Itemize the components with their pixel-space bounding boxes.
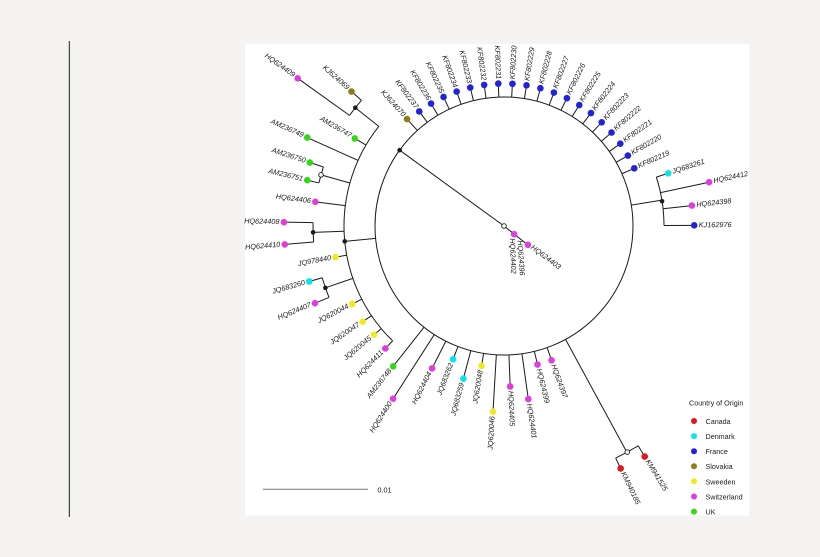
svg-text:KJ162976: KJ162976 <box>699 220 733 229</box>
svg-text:HQ624408: HQ624408 <box>244 216 280 226</box>
svg-text:HQ624405: HQ624405 <box>506 391 516 428</box>
svg-text:Denmark: Denmark <box>706 432 736 441</box>
svg-text:France: France <box>706 447 728 456</box>
svg-text:0.01: 0.01 <box>378 485 392 494</box>
svg-text:Switzerland: Switzerland <box>706 492 743 501</box>
svg-text:Sweeden: Sweeden <box>706 477 736 486</box>
svg-text:HQ624398: HQ624398 <box>696 196 733 209</box>
svg-text:HQ624402: HQ624402 <box>508 238 518 274</box>
svg-text:JQ620046: JQ620046 <box>486 415 497 451</box>
svg-text:Country of Origin: Country of Origin <box>689 399 743 408</box>
svg-text:Slovakia: Slovakia <box>706 462 733 471</box>
svg-text:HQ624396: HQ624396 <box>516 240 528 277</box>
svg-text:UK: UK <box>706 508 716 517</box>
svg-text:Canada: Canada <box>706 417 731 426</box>
svg-text:KF802230: KF802230 <box>508 45 519 79</box>
svg-text:HQ624410: HQ624410 <box>245 240 281 252</box>
svg-text:KF802231: KF802231 <box>493 45 503 79</box>
